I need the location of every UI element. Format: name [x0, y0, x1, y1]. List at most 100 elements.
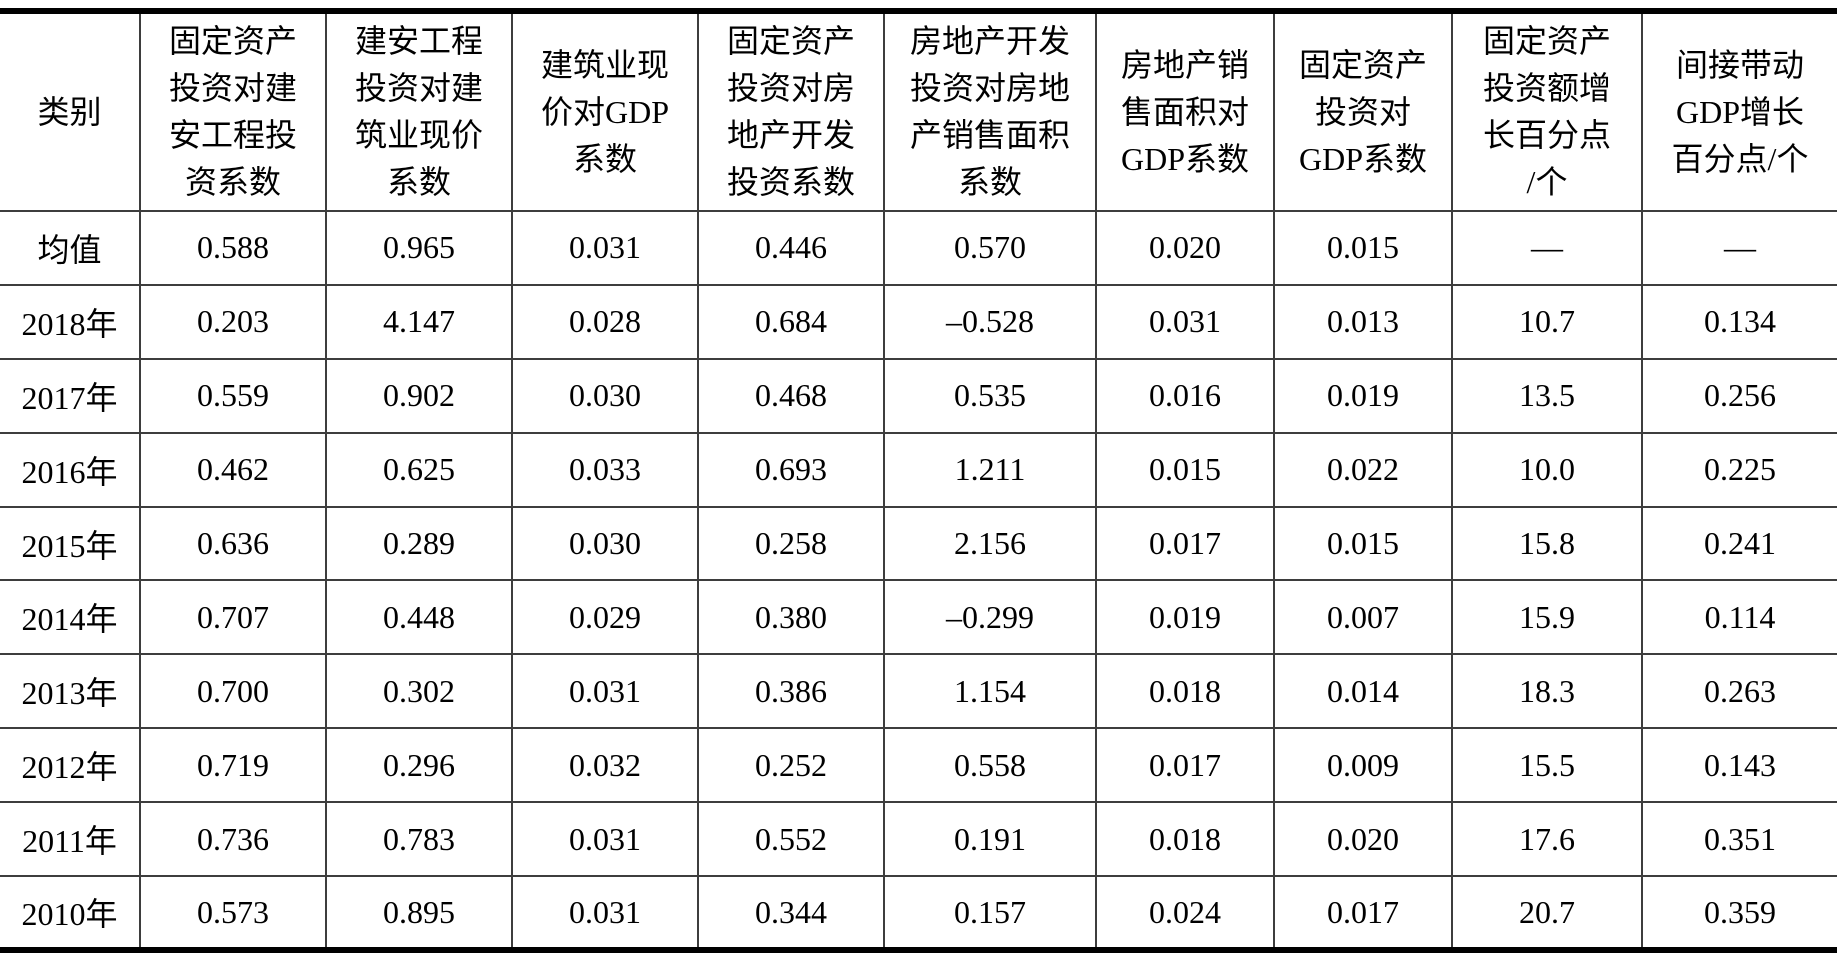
table-cell: 0.191	[883, 801, 1096, 877]
table-cell: 0.344	[697, 875, 884, 950]
table-cell: 0.462	[139, 431, 326, 507]
row-label: 2011年	[0, 801, 140, 877]
table-cell: 0.032	[511, 727, 698, 803]
table-body: 均值 0.588 0.965 0.031 0.446 0.570 0.020 0.015— —2…	[0, 210, 1837, 950]
table-cell: 20.7	[1451, 875, 1642, 950]
table-row: 均值 0.588 0.965 0.031 0.446 0.570 0.020 0.015— —	[0, 210, 1837, 285]
table-row: 2014年 0.707 0.448 0.029 0.380 –0.299 0.019 0.00…	[0, 579, 1837, 655]
table-cell: 0.296	[325, 727, 512, 803]
table-cell: 0.017	[1095, 727, 1274, 803]
table-cell: 0.256	[1641, 357, 1837, 433]
table-cell: 0.289	[325, 505, 512, 581]
table-cell: 10.0	[1451, 431, 1642, 507]
row-label: 2014年	[0, 579, 140, 655]
table-cell: 0.707	[139, 579, 326, 655]
table-cell: –0.528	[883, 283, 1096, 359]
table-cell: —	[1451, 210, 1642, 285]
table-cell: 0.016	[1095, 357, 1274, 433]
table-cell: 0.380	[697, 579, 884, 655]
column-header: 固定资产 投资对 GDP系数	[1273, 11, 1452, 211]
table-header: 类别 固定资产 投资对建 安工程投 资系数 建安工程 投资对建 筑业现价 系数 建筑业…	[0, 11, 1837, 211]
coefficients-table: 类别 固定资产 投资对建 安工程投 资系数 建安工程 投资对建 筑业现价 系数 建筑业…	[0, 8, 1837, 953]
table-row: 2018年 0.203 4.147 0.028 0.684 –0.528 0.031 0.01…	[0, 283, 1837, 359]
column-header: 固定资产 投资对建 安工程投 资系数	[139, 11, 326, 211]
column-header: 固定资产 投资对房 地产开发 投资系数	[697, 11, 884, 211]
table-cell: 0.031	[1095, 283, 1274, 359]
table-row: 2012年 0.719 0.296 0.032 0.252 0.558 0.017 0.009…	[0, 727, 1837, 803]
table-cell: 0.302	[325, 653, 512, 729]
table-cell: 0.902	[325, 357, 512, 433]
table-cell: 0.031	[511, 801, 698, 877]
table-cell: 0.013	[1273, 283, 1452, 359]
table-cell: 0.693	[697, 431, 884, 507]
table-cell: 0.018	[1095, 653, 1274, 729]
table-cell: 0.700	[139, 653, 326, 729]
table-cell: 0.015	[1095, 431, 1274, 507]
column-header: 房地产开发 投资对房地 产销售面积 系数	[883, 11, 1096, 211]
table-cell: 0.203	[139, 283, 326, 359]
table-cell: —	[1641, 210, 1837, 285]
table-cell: 0.015	[1273, 505, 1452, 581]
table-cell: 0.570	[883, 210, 1096, 285]
table-cell: 2.156	[883, 505, 1096, 581]
table-row: 2017年 0.559 0.902 0.030 0.468 0.535 0.016 0.019…	[0, 357, 1837, 433]
table-cell: 0.028	[511, 283, 698, 359]
table-cell: 0.031	[511, 875, 698, 950]
table-cell: 0.030	[511, 357, 698, 433]
row-label: 2018年	[0, 283, 140, 359]
table-cell: 10.7	[1451, 283, 1642, 359]
table-row: 2015年 0.636 0.289 0.030 0.258 2.156 0.017 0.015…	[0, 505, 1837, 581]
table-cell: 0.684	[697, 283, 884, 359]
table-cell: –0.299	[883, 579, 1096, 655]
table-cell: 13.5	[1451, 357, 1642, 433]
column-header-category: 类别	[37, 93, 102, 130]
row-label: 2016年	[0, 431, 140, 507]
column-header: 固定资产 投资额增 长百分点 /个	[1451, 11, 1642, 211]
row-label: 2012年	[0, 727, 140, 803]
table-cell: 0.014	[1273, 653, 1452, 729]
table-cell: 0.017	[1273, 875, 1452, 950]
table-cell: 15.9	[1451, 579, 1642, 655]
table-cell: 0.241	[1641, 505, 1837, 581]
table-cell: 15.5	[1451, 727, 1642, 803]
column-header: 建筑业现 价对GDP 系数	[511, 11, 698, 211]
table-cell: 0.019	[1273, 357, 1452, 433]
table-cell: 0.134	[1641, 283, 1837, 359]
table-row: 2010年 0.573 0.895 0.031 0.344 0.157 0.024 0.017…	[0, 875, 1837, 950]
table-cell: 0.018	[1095, 801, 1274, 877]
table-cell: 0.143	[1641, 727, 1837, 803]
table-row: 2011年 0.736 0.783 0.031 0.552 0.191 0.018 0.020…	[0, 801, 1837, 877]
table-cell: 4.147	[325, 283, 512, 359]
table-cell: 0.636	[139, 505, 326, 581]
table-cell: 0.736	[139, 801, 326, 877]
table-cell: 0.029	[511, 579, 698, 655]
table-cell: 0.535	[883, 357, 1096, 433]
table-cell: 0.965	[325, 210, 512, 285]
column-header: 建安工程 投资对建 筑业现价 系数	[325, 11, 512, 211]
table-cell: 0.033	[511, 431, 698, 507]
table-cell: 0.588	[139, 210, 326, 285]
table-cell: 0.007	[1273, 579, 1452, 655]
header-row: 类别 固定资产 投资对建 安工程投 资系数 建安工程 投资对建 筑业现价 系数 建筑业…	[0, 11, 1837, 211]
table-cell: 0.031	[511, 210, 698, 285]
table-cell: 0.252	[697, 727, 884, 803]
table-cell: 0.225	[1641, 431, 1837, 507]
row-label: 2010年	[0, 875, 140, 950]
table-cell: 0.558	[883, 727, 1096, 803]
table-row: 2016年 0.462 0.625 0.033 0.693 1.211 0.015 0.022…	[0, 431, 1837, 507]
row-label: 2017年	[0, 357, 140, 433]
column-header: 间接带动 GDP增长 百分点/个	[1641, 11, 1837, 211]
table-cell: 0.031	[511, 653, 698, 729]
table-cell: 0.559	[139, 357, 326, 433]
table-cell: 0.022	[1273, 431, 1452, 507]
table-cell: 0.114	[1641, 579, 1837, 655]
table-cell: 0.573	[139, 875, 326, 950]
table-cell: 0.446	[697, 210, 884, 285]
table-cell: 0.157	[883, 875, 1096, 950]
table-cell: 0.015	[1273, 210, 1452, 285]
table-cell: 0.359	[1641, 875, 1837, 950]
table-cell: 0.468	[697, 357, 884, 433]
row-label: 均值	[0, 210, 140, 285]
table-cell: 17.6	[1451, 801, 1642, 877]
